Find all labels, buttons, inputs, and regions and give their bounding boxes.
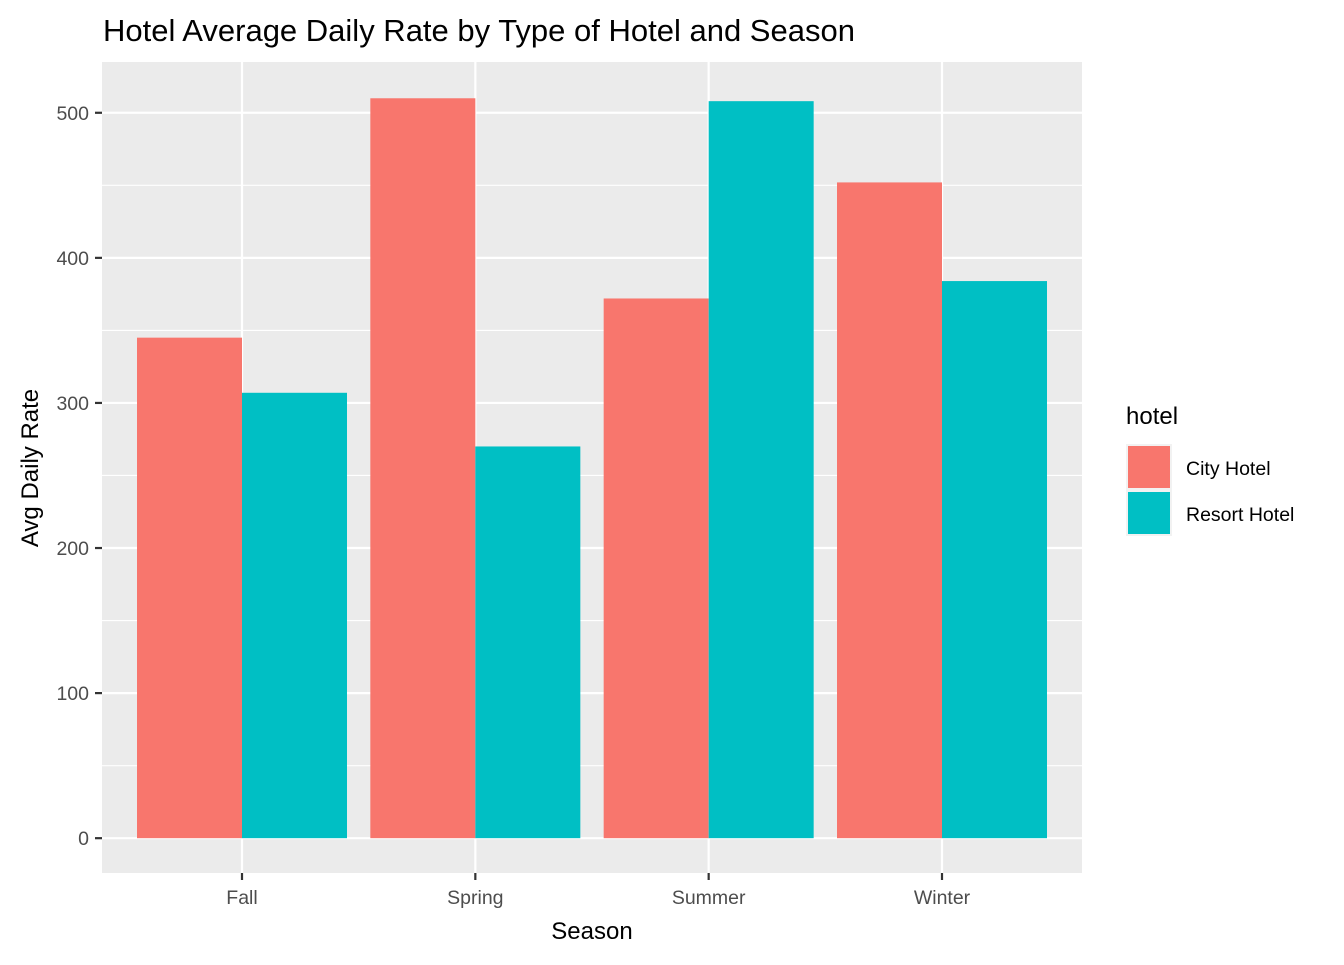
bar-winter-resort-hotel xyxy=(942,281,1047,839)
y-axis-title: Avg Daily Rate xyxy=(17,389,44,547)
x-tick-label: Winter xyxy=(914,887,971,909)
bar-fall-resort-hotel xyxy=(242,392,347,839)
y-tick-label: 400 xyxy=(56,248,89,270)
x-tick-label: Fall xyxy=(226,887,257,909)
y-tick-label: 100 xyxy=(56,683,89,705)
legend: hotel City Hotel Resort Hotel xyxy=(1126,403,1294,536)
bars xyxy=(137,98,1047,839)
x-tick-label: Spring xyxy=(447,887,503,909)
bar-winter-city-hotel xyxy=(837,182,942,839)
y-tick-label: 0 xyxy=(78,828,89,850)
legend-label: City Hotel xyxy=(1186,458,1271,480)
bar-fall-city-hotel xyxy=(137,337,242,839)
x-axis-title: Season xyxy=(551,918,632,945)
y-tick-label: 200 xyxy=(56,538,89,560)
x-tick-label: Summer xyxy=(672,887,746,909)
chart-title: Hotel Average Daily Rate by Type of Hote… xyxy=(103,13,855,48)
legend-items: City Hotel Resort Hotel xyxy=(1126,444,1294,536)
legend-title: hotel xyxy=(1126,403,1178,430)
bar-spring-city-hotel xyxy=(370,98,476,839)
legend-key-swatch xyxy=(1128,492,1170,534)
y-tick-label: 300 xyxy=(56,393,89,415)
y-axis-ticks: 0 100 200 300 400 500 xyxy=(56,103,102,850)
bar-summer-resort-hotel xyxy=(708,101,814,839)
y-tick-label: 500 xyxy=(56,103,89,125)
legend-key-swatch xyxy=(1128,446,1170,488)
bar-summer-city-hotel xyxy=(603,298,709,839)
bar-spring-resort-hotel xyxy=(475,446,581,839)
legend-label: Resort Hotel xyxy=(1186,504,1294,526)
x-axis-ticks: Fall Spring Summer Winter xyxy=(226,873,971,909)
